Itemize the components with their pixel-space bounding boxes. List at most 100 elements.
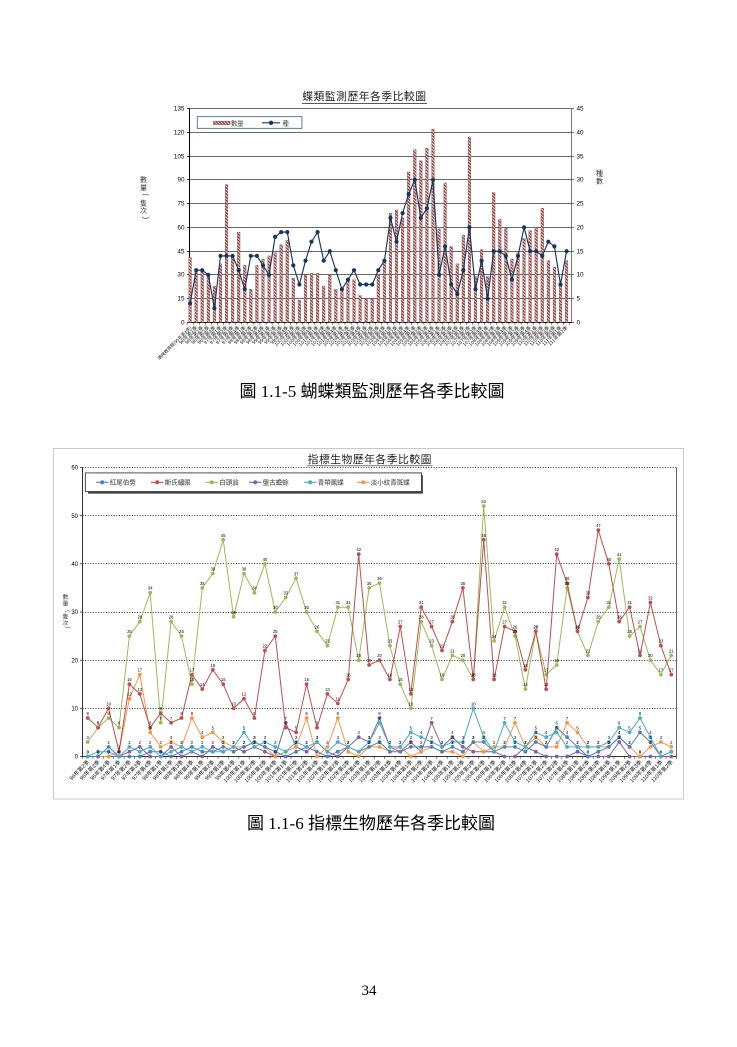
svg-text:5: 5 bbox=[243, 725, 246, 730]
svg-text:8: 8 bbox=[305, 711, 308, 716]
svg-text:7: 7 bbox=[566, 716, 569, 721]
svg-text:3: 3 bbox=[222, 735, 225, 740]
svg-text:2: 2 bbox=[576, 740, 579, 745]
svg-text:6: 6 bbox=[97, 721, 100, 726]
svg-text:2: 2 bbox=[441, 740, 444, 745]
svg-text:斯氏繡眼: 斯氏繡眼 bbox=[165, 478, 192, 487]
svg-text:31: 31 bbox=[502, 600, 507, 605]
svg-text:40: 40 bbox=[263, 557, 268, 562]
svg-text:25: 25 bbox=[273, 629, 278, 634]
svg-text:5: 5 bbox=[535, 725, 538, 730]
svg-text:種: 種 bbox=[596, 170, 603, 178]
svg-text:2: 2 bbox=[232, 740, 235, 745]
svg-text:5: 5 bbox=[410, 725, 413, 730]
svg-text:2: 2 bbox=[160, 740, 163, 745]
svg-text:31: 31 bbox=[606, 600, 611, 605]
svg-text:26: 26 bbox=[533, 624, 538, 629]
svg-text:7: 7 bbox=[378, 716, 381, 721]
svg-text:2: 2 bbox=[107, 740, 110, 745]
svg-text:19: 19 bbox=[554, 658, 559, 663]
svg-text:9: 9 bbox=[160, 706, 163, 711]
svg-text:數: 數 bbox=[596, 176, 603, 185]
svg-text:45: 45 bbox=[221, 533, 226, 538]
svg-text:35: 35 bbox=[367, 581, 372, 586]
svg-text:5: 5 bbox=[212, 725, 215, 730]
svg-text:3: 3 bbox=[337, 735, 340, 740]
svg-text:2: 2 bbox=[410, 740, 413, 745]
svg-text:青帶鳳蝶: 青帶鳳蝶 bbox=[318, 478, 345, 487]
svg-text:2: 2 bbox=[441, 740, 444, 745]
svg-text:3: 3 bbox=[535, 735, 538, 740]
svg-text:28: 28 bbox=[137, 615, 142, 620]
svg-text:12: 12 bbox=[242, 692, 247, 697]
svg-text:22: 22 bbox=[440, 644, 445, 649]
svg-text:圖 1.1-6 指標生物歷年各季比較圖: 圖 1.1-6 指標生物歷年各季比較圖 bbox=[247, 814, 495, 833]
svg-text:15: 15 bbox=[304, 677, 309, 682]
svg-text:2: 2 bbox=[597, 740, 600, 745]
svg-text:3: 3 bbox=[316, 735, 319, 740]
svg-text:5: 5 bbox=[149, 725, 152, 730]
svg-text:17: 17 bbox=[659, 668, 664, 673]
svg-text:52: 52 bbox=[481, 499, 486, 504]
svg-text:2: 2 bbox=[180, 740, 183, 745]
svg-text:75: 75 bbox=[177, 201, 185, 208]
svg-text:0: 0 bbox=[274, 749, 277, 754]
svg-text:2: 2 bbox=[566, 740, 569, 745]
svg-text:2: 2 bbox=[305, 740, 308, 745]
svg-text:3: 3 bbox=[253, 735, 256, 740]
svg-text:3: 3 bbox=[483, 735, 486, 740]
svg-text:3: 3 bbox=[618, 735, 621, 740]
svg-text:30: 30 bbox=[273, 605, 278, 610]
svg-text:2: 2 bbox=[503, 740, 506, 745]
svg-text:7: 7 bbox=[430, 716, 433, 721]
svg-text:30: 30 bbox=[304, 605, 309, 610]
svg-text:45: 45 bbox=[577, 106, 585, 113]
svg-text:27: 27 bbox=[398, 620, 403, 625]
svg-text:0: 0 bbox=[639, 749, 642, 754]
svg-text:量: 量 bbox=[140, 184, 147, 192]
svg-text:3: 3 bbox=[451, 735, 454, 740]
svg-text:28: 28 bbox=[596, 615, 601, 620]
svg-text:0: 0 bbox=[118, 749, 121, 754]
svg-text:16: 16 bbox=[492, 672, 497, 677]
svg-text:35: 35 bbox=[200, 581, 205, 586]
svg-text:0: 0 bbox=[107, 749, 110, 754]
svg-text:31: 31 bbox=[419, 600, 424, 605]
svg-text:19: 19 bbox=[367, 658, 372, 663]
svg-text:14: 14 bbox=[523, 682, 528, 687]
svg-text:2: 2 bbox=[597, 740, 600, 745]
svg-text:8: 8 bbox=[378, 711, 381, 716]
svg-text:3: 3 bbox=[87, 735, 90, 740]
svg-text:28: 28 bbox=[450, 615, 455, 620]
svg-text:2: 2 bbox=[587, 740, 590, 745]
svg-text:6: 6 bbox=[618, 721, 621, 726]
svg-text:29: 29 bbox=[231, 610, 236, 615]
svg-text:25: 25 bbox=[513, 629, 518, 634]
svg-text:2: 2 bbox=[524, 740, 527, 745]
svg-text:）: ） bbox=[64, 626, 71, 632]
svg-text:次: 次 bbox=[140, 206, 147, 215]
svg-text:27: 27 bbox=[502, 620, 507, 625]
svg-text:5: 5 bbox=[556, 725, 559, 730]
svg-text:2: 2 bbox=[670, 740, 673, 745]
svg-text:2: 2 bbox=[649, 740, 652, 745]
svg-text:數: 數 bbox=[140, 175, 147, 184]
svg-text:指標生物歷年各季比較圖: 指標生物歷年各季比較圖 bbox=[308, 452, 432, 466]
svg-text:11: 11 bbox=[336, 697, 341, 702]
svg-text:10: 10 bbox=[231, 701, 236, 706]
svg-text:26: 26 bbox=[533, 624, 538, 629]
svg-text:2: 2 bbox=[232, 740, 235, 745]
svg-text:4: 4 bbox=[420, 730, 423, 735]
svg-text:3: 3 bbox=[368, 735, 371, 740]
svg-text:4: 4 bbox=[451, 730, 454, 735]
svg-text:34: 34 bbox=[148, 586, 153, 591]
svg-text:8: 8 bbox=[180, 711, 183, 716]
svg-text:3: 3 bbox=[430, 735, 433, 740]
svg-text:(: ( bbox=[142, 193, 149, 196]
svg-text:21: 21 bbox=[450, 648, 455, 653]
svg-text:16: 16 bbox=[388, 672, 393, 677]
svg-text:圖 1.1-5 蝴蝶類監測歷年各季比較圖: 圖 1.1-5 蝴蝶類監測歷年各季比較圖 bbox=[240, 382, 505, 401]
svg-text:22: 22 bbox=[263, 644, 268, 649]
svg-text:42: 42 bbox=[356, 547, 361, 552]
svg-text:2: 2 bbox=[243, 740, 246, 745]
